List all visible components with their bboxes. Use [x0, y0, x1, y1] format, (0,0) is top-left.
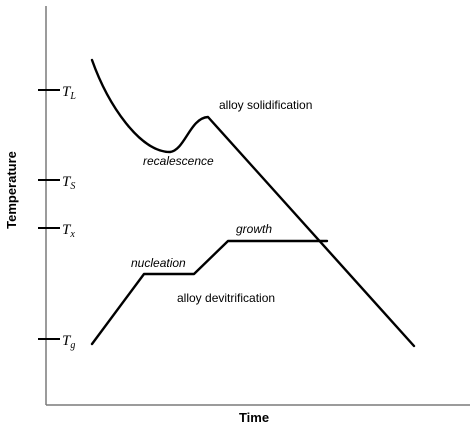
- tick-label-liquidus: TL: [62, 84, 76, 102]
- x-axis-label: Time: [239, 410, 269, 425]
- recalescence-label: recalescence: [143, 154, 214, 168]
- tick-label-glass-transition: Tg: [62, 333, 75, 351]
- tick-label-crystallization: Tx: [62, 222, 75, 240]
- devitrification-curve: [90, 239, 329, 346]
- solidification-curve: [90, 58, 416, 348]
- growth-label: growth: [236, 222, 272, 236]
- alloy-devitrification-label: alloy devitrification: [177, 291, 275, 305]
- y-axis-label: Temperature: [4, 151, 19, 229]
- alloy-solidification-label: alloy solidification: [219, 98, 312, 112]
- nucleation-label: nucleation: [131, 256, 186, 270]
- tick-label-solidus: TS: [62, 174, 75, 192]
